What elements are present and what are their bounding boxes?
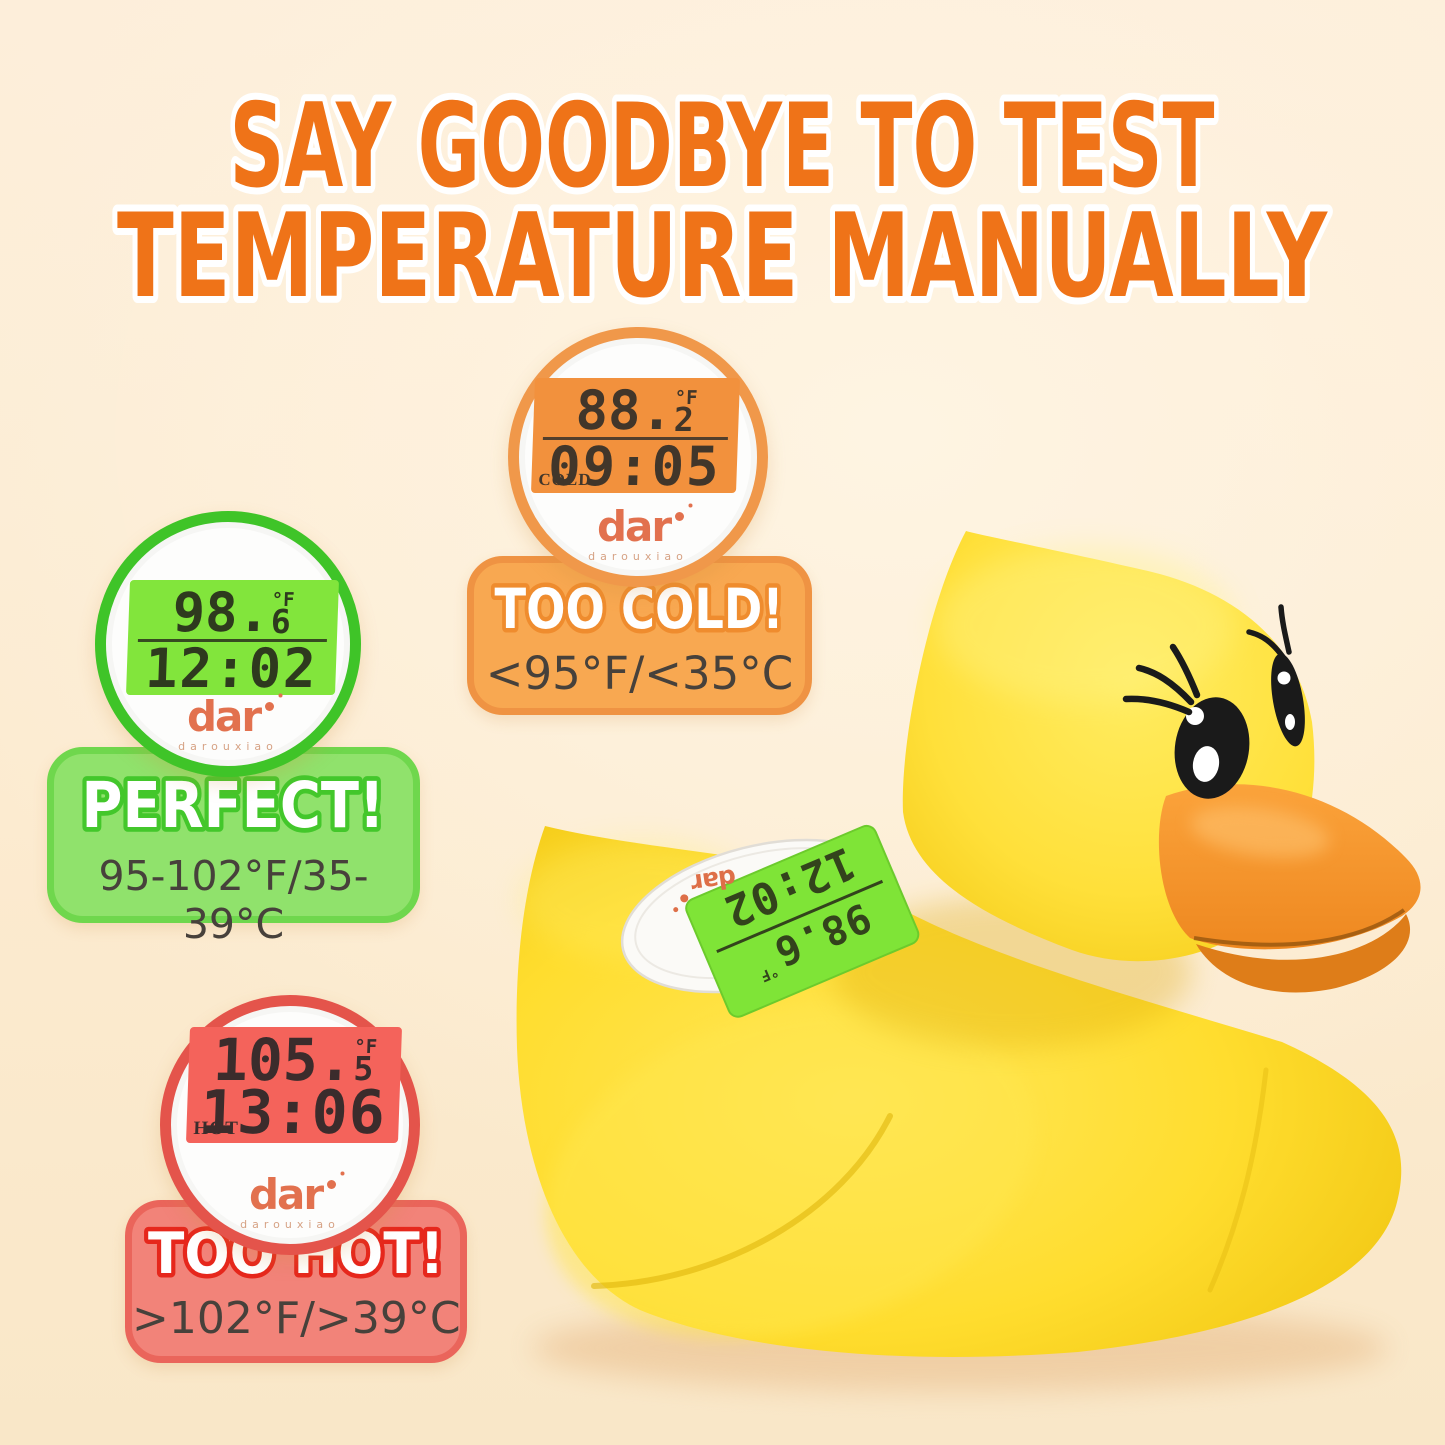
dar-logo-text: dar [596,502,672,551]
too-hot-range: >102°F/>39°C [132,1293,461,1344]
duck-beak-lower [1196,914,1411,993]
too-cold-range: <95°F/<35°C [485,647,794,700]
perfect-range: 95-102°F/35-39°C [98,852,369,948]
too-cold-status-text: TOO COLD! [495,577,784,641]
brand-subtext: darouxiao [240,1218,340,1231]
lcd-temperature: 88. [574,379,675,442]
lcd-temp-decimal: 2 [673,400,695,439]
lcd-flag-cold: COLD [538,470,592,489]
perfect-lcd: 98. °F 6 12:02 [125,580,340,700]
lcd-temp-decimal: 6 [270,602,292,641]
too-cold-lcd: 88. °F 2 09:05 COLD [530,378,741,498]
too-cold-status: TOO COLD! [490,573,788,645]
headline-line1: SAY GOODBYE TO TEST [230,79,1215,214]
duck-lcd-unit: °F [758,962,782,986]
headline-line2: TEMPERATURE MANUALLY [117,189,1328,324]
duck-back-eyelashes [1246,604,1292,660]
lcd-temp-row: 98. °F 6 [128,581,339,644]
lcd-time: 12:02 [144,637,319,700]
dar-logo: dar [171,1174,409,1216]
dar-logo-dots-icon [327,1180,337,1189]
lcd-temperature: 98. [171,581,272,644]
duck-front-eye [1174,697,1250,799]
lcd-temp-row: 105. °F 5 [188,1026,402,1094]
dar-logo: dar [106,696,350,738]
lcd-flag-hot: HOT [193,1118,240,1139]
duck-lcd-divider [716,879,884,954]
perfect-status-text: PERFECT! [82,769,385,842]
duck-chest-crease [1207,1067,1269,1293]
duck-bezel-dar-logo: dar [689,863,738,898]
duck-back-eye [1271,653,1305,747]
lcd-temp-row: 88. °F 2 [533,379,740,442]
perfect-display-circle: 98. °F 6 12:02 dar darouxiao [95,511,361,777]
dar-logo-text: dar [248,1170,324,1219]
lcd-divider [137,639,327,642]
too-cold-display-circle: 88. °F 2 09:05 COLD dar darouxiao [508,327,768,587]
dar-logo-dots-icon [265,702,275,711]
perfect-card: PERFECT! 95-102°F/35-39°C [47,747,420,948]
duck-head-highlight [935,547,1235,703]
duck-lcd-screen [685,824,920,1018]
headline: SAY GOODBYE TO TEST TEMPERATURE MANUALLY [110,72,1335,330]
duck-front-eyelashes [1122,643,1201,716]
lcd-divider [542,437,728,440]
brand-subtext: darouxiao [178,740,278,753]
brand-subtext: darouxiao [588,550,688,563]
duck-bezel-brand: dar [673,863,738,913]
duck-wing [545,1005,1035,1339]
lcd-temperature: 105. [211,1026,354,1094]
duck-mouth-line [1193,908,1406,947]
dar-logo: dar [519,506,757,548]
perfect-status: PERFECT! [77,764,390,847]
duck-wing-crease [591,1113,893,1289]
too-hot-display-circle: 105. °F 5 13:06 HOT dar darouxiao [160,995,420,1255]
dar-logo-dots-icon [675,512,685,521]
dar-logo-text: dar [186,692,262,741]
too-hot-lcd: 105. °F 5 13:06 HOT [185,1026,403,1148]
duck-thermometer-image: 98.6 °F 12:02 dar [516,531,1421,1392]
duck-beak-highlight [1190,806,1330,858]
